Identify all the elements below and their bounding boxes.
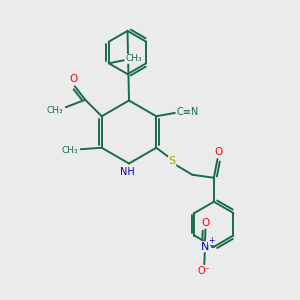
Text: O: O	[69, 74, 77, 84]
Text: N: N	[201, 242, 209, 252]
Text: CH₃: CH₃	[46, 106, 63, 115]
Text: O: O	[201, 218, 210, 228]
Text: CH₃: CH₃	[61, 146, 78, 155]
Text: O⁻: O⁻	[198, 266, 211, 276]
Text: C≡N: C≡N	[176, 107, 198, 117]
Text: CH₃: CH₃	[126, 54, 142, 63]
Text: +: +	[208, 236, 215, 244]
Text: O: O	[215, 147, 223, 157]
Text: NH: NH	[120, 167, 135, 177]
Text: S: S	[169, 156, 176, 166]
